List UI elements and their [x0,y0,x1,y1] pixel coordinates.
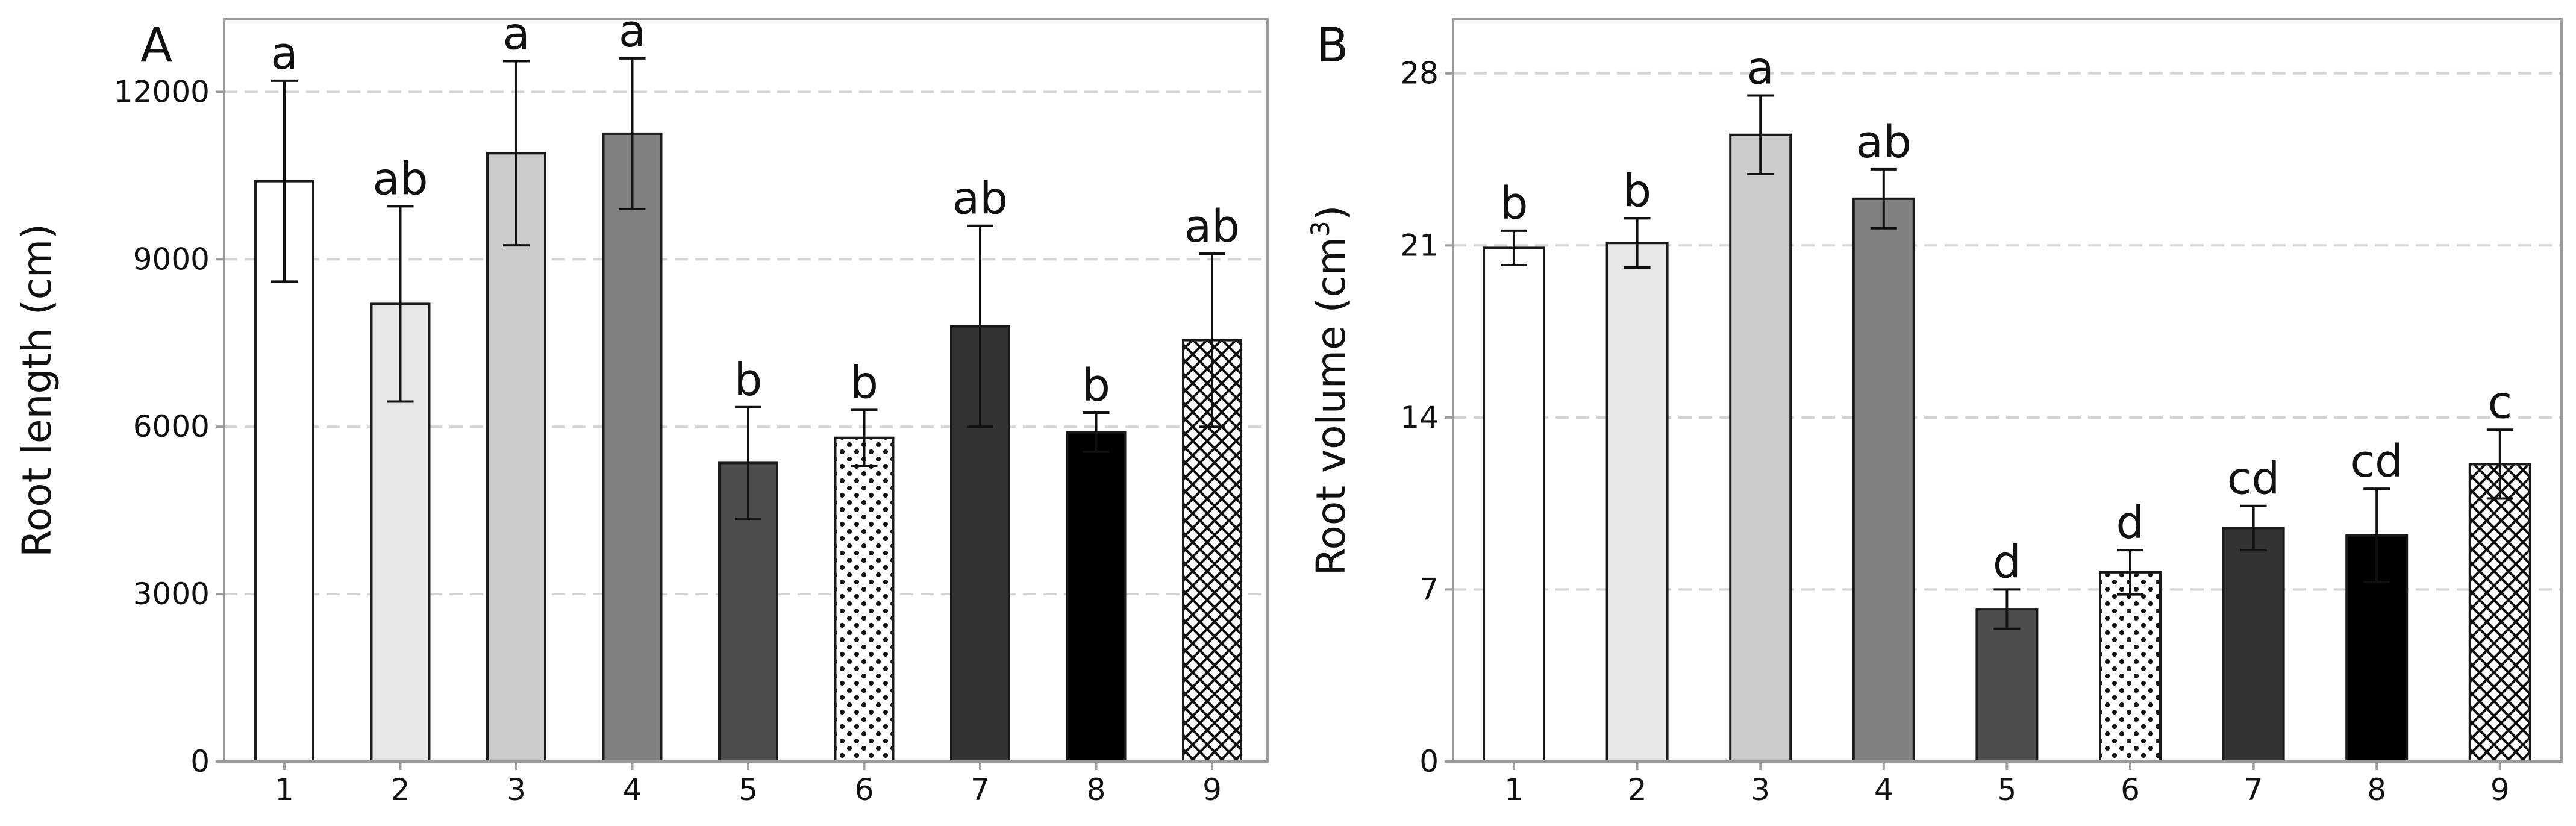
panel-b: B b b a ab d d cd cd c 0 7 14 21 28 1 2 3 4 5 6 7 8 9 Root v… [1305,18,2563,807]
x-tick-label-9: 9 [2490,772,2510,807]
bar-4 [1852,197,1915,763]
significance-letter-7: ab [952,173,1008,225]
error-bar-6 [851,408,878,468]
y-tick-label: 0 [190,744,210,779]
x-tick-label-3: 3 [507,772,526,807]
y-tick-label: 6000 [133,409,210,444]
error-bar-2 [1624,217,1651,269]
error-bar-4 [619,57,646,210]
significance-letter-3: a [1747,42,1774,94]
x-tick-label-7: 7 [971,772,990,807]
bar-5 [718,461,778,763]
bar-8 [1066,431,1127,763]
significance-letter-4: ab [1856,116,1912,168]
significance-letter-7: cd [2227,453,2280,505]
bar-4 [602,132,663,763]
error-bar-3 [1747,94,1774,176]
y-tick-label: 12000 [114,74,210,109]
error-bar-8 [2363,487,2390,584]
error-bar-7 [967,224,993,428]
significance-letter-2: ab [372,153,428,205]
x-tick-label-1: 1 [1504,772,1524,807]
y-tick-label: 7 [1419,572,1439,607]
error-bar-3 [503,60,530,247]
bar-3 [1729,133,1792,763]
panel-a-plot-frame [223,18,1269,763]
panel-b-y-axis-title-superscript: 3 [1305,221,1335,237]
significance-letter-6: b [850,357,878,408]
panel-b-y-axis-title: Root volume (cm3) [1305,205,1354,576]
x-tick-label-5: 5 [739,772,758,807]
significance-letter-9: c [2487,377,2512,428]
error-bar-8 [1083,411,1110,453]
significance-letter-8: b [1082,360,1110,411]
error-bar-1 [271,79,298,283]
y-tick-label: 3000 [133,577,210,612]
error-bar-2 [387,205,414,403]
significance-letter-6: d [2116,497,2145,549]
error-bar-9 [2486,428,2513,500]
error-bar-7 [2240,504,2267,552]
bar-5 [1975,608,2039,763]
x-tick-label-1: 1 [275,772,294,807]
y-tick-label: 28 [1400,56,1439,91]
significance-letter-5: b [734,354,763,406]
panel-b-y-axis-title-close: ) [1308,205,1354,221]
bar-1 [1483,246,1545,763]
significance-letter-5: d [1993,536,2021,588]
x-tick-label-2: 2 [391,772,410,807]
bar-6 [2099,571,2162,763]
error-bar-5 [1993,588,2021,630]
panel-a-y-ticks: 0 3000 6000 9000 12000 [114,74,224,779]
x-tick-label-8: 8 [1087,772,1106,807]
significance-letter-3: a [502,8,530,60]
error-bar-5 [735,405,761,521]
x-tick-label-5: 5 [1997,772,2016,807]
error-bar-4 [1870,167,1897,230]
error-bar-6 [2117,549,2143,596]
x-tick-label-9: 9 [1202,772,1222,807]
significance-letter-9: ab [1184,201,1240,252]
error-bar-9 [1199,252,1225,428]
x-tick-label-4: 4 [1874,772,1893,807]
y-tick-label: 21 [1400,228,1439,263]
x-tick-label-8: 8 [2367,772,2386,807]
significance-letter-1: b [1500,178,1528,230]
panel-b-x-ticks: 1 2 3 4 5 6 7 8 9 [1504,762,2510,807]
x-tick-label-6: 6 [2121,772,2140,807]
panel-b-y-ticks: 0 7 14 21 28 [1400,56,1453,779]
panel-a-letter: A [140,19,172,73]
panel-a-error-bars [271,57,1225,521]
y-tick-label: 0 [1419,744,1439,779]
x-tick-label-6: 6 [855,772,874,807]
x-tick-label-4: 4 [623,772,642,807]
y-tick-label: 9000 [133,242,210,277]
y-tick-label: 14 [1400,400,1439,435]
panel-b-error-bars [1501,94,2513,630]
panel-b-significance-letters: b b a ab d d cd cd c [1500,42,2513,588]
bar-6 [834,436,895,763]
significance-letter-8: cd [2350,436,2403,487]
x-tick-label-7: 7 [2244,772,2263,807]
panel-a-y-axis-title: Root length (cm) [14,224,60,557]
panel-a-x-ticks: 1 2 3 4 5 6 7 8 9 [275,762,1222,807]
panel-b-y-axis-title-main: Root volume (cm [1308,237,1354,575]
x-tick-label-2: 2 [1628,772,1647,807]
bar-7 [2222,527,2285,763]
error-bar-1 [1501,229,1527,266]
x-tick-label-3: 3 [1751,772,1770,807]
significance-letter-1: a [270,28,298,80]
panel-b-plot-frame [1452,18,2563,763]
significance-letter-4: a [619,5,646,57]
bar-2 [1605,242,1669,763]
significance-letter-2: b [1623,165,1651,217]
bar-9 [2468,463,2531,763]
panel-b-letter: B [1316,19,1349,73]
